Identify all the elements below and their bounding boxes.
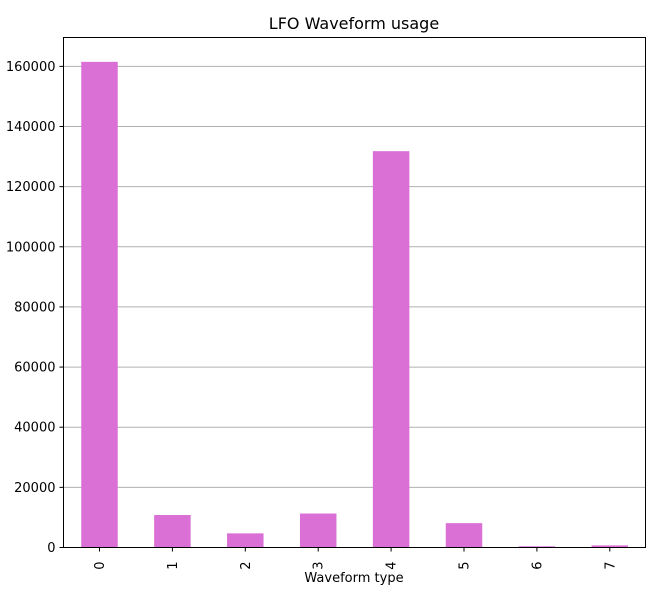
bar-0	[81, 61, 118, 548]
bar-1	[154, 515, 191, 548]
bar-2	[227, 533, 264, 548]
x-tick-label: 2	[239, 562, 254, 570]
x-tick-label: 0	[93, 562, 108, 570]
bar-5	[445, 523, 483, 548]
x-tick-label: 3	[312, 562, 327, 570]
y-tick-label: 60000	[14, 361, 55, 376]
x-axis-ticks: 0 1 2 3 4 5 6 7	[93, 547, 618, 570]
y-tick-label: 160000	[6, 60, 56, 75]
bar-4	[372, 151, 410, 548]
y-tick-label: 20000	[14, 481, 55, 496]
y-tick-label: 80000	[14, 300, 55, 315]
y-tick-label: 40000	[14, 421, 55, 436]
bar-3	[299, 513, 337, 548]
x-tick-label: 7	[603, 562, 618, 570]
chart-title: LFO Waveform usage	[269, 14, 439, 33]
bar-6	[518, 546, 556, 548]
y-axis-ticks: 0 20000 40000 60000 80000 100000 120000 140000 1…	[6, 60, 64, 556]
y-tick-label: 0	[47, 541, 55, 556]
y-tick-label: 120000	[6, 180, 56, 195]
x-tick-label: 5	[458, 562, 473, 570]
x-tick-label: 1	[166, 562, 181, 570]
bar-7	[591, 545, 629, 548]
y-tick-label: 100000	[6, 240, 56, 255]
y-tick-label: 140000	[6, 120, 56, 135]
grid-lines	[63, 65, 646, 548]
plot-frame	[63, 37, 646, 548]
bars	[81, 61, 629, 548]
x-axis-label: Waveform type	[304, 571, 403, 586]
x-tick-label: 4	[385, 562, 400, 570]
x-tick-label: 6	[530, 562, 545, 570]
